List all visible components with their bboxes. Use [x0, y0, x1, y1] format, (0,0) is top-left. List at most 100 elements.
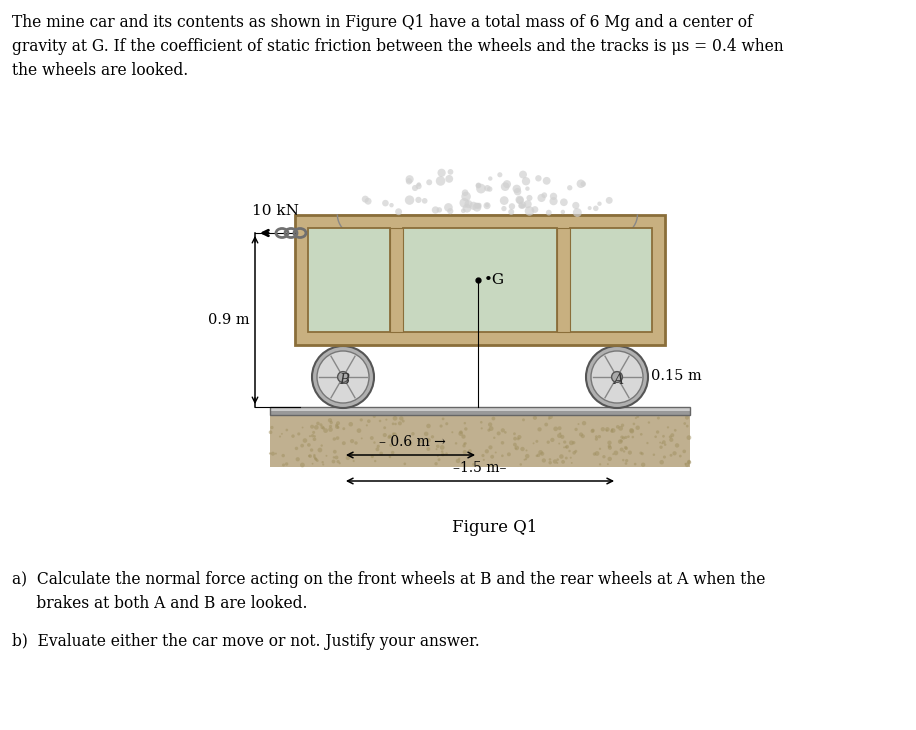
Circle shape	[574, 450, 577, 453]
Circle shape	[383, 433, 387, 437]
Circle shape	[463, 450, 467, 454]
Circle shape	[322, 426, 325, 430]
Circle shape	[516, 196, 524, 204]
Circle shape	[322, 464, 324, 466]
Circle shape	[593, 453, 596, 456]
Circle shape	[458, 458, 461, 460]
Circle shape	[535, 440, 539, 443]
Circle shape	[474, 203, 480, 209]
Circle shape	[373, 442, 376, 444]
Circle shape	[572, 441, 575, 445]
Circle shape	[559, 454, 563, 458]
Circle shape	[568, 450, 571, 453]
Circle shape	[601, 427, 605, 431]
Circle shape	[662, 435, 665, 438]
Circle shape	[567, 185, 572, 191]
Circle shape	[624, 436, 627, 439]
Circle shape	[607, 440, 612, 445]
Circle shape	[501, 206, 507, 211]
Circle shape	[577, 423, 580, 425]
Ellipse shape	[312, 346, 374, 408]
Circle shape	[685, 415, 689, 420]
Circle shape	[625, 462, 627, 465]
Circle shape	[672, 451, 677, 456]
Circle shape	[686, 435, 692, 440]
Circle shape	[501, 441, 505, 445]
Circle shape	[415, 197, 421, 203]
Circle shape	[403, 463, 406, 465]
Circle shape	[442, 418, 444, 420]
Circle shape	[475, 182, 481, 188]
Circle shape	[490, 463, 493, 466]
Circle shape	[336, 421, 340, 425]
Circle shape	[599, 447, 601, 450]
Circle shape	[629, 428, 634, 433]
Circle shape	[537, 453, 540, 457]
Circle shape	[525, 454, 529, 458]
Circle shape	[565, 456, 568, 459]
Bar	[270, 415, 690, 467]
Bar	[403, 228, 557, 332]
Circle shape	[475, 204, 481, 210]
Circle shape	[513, 442, 517, 447]
Circle shape	[490, 455, 494, 458]
Circle shape	[434, 462, 438, 466]
Circle shape	[551, 438, 554, 442]
Bar	[308, 228, 390, 332]
Circle shape	[563, 446, 565, 448]
Circle shape	[335, 423, 338, 427]
Circle shape	[462, 192, 471, 201]
Circle shape	[307, 443, 311, 447]
Circle shape	[536, 455, 538, 457]
Circle shape	[520, 447, 525, 451]
Circle shape	[463, 204, 472, 212]
Circle shape	[445, 453, 448, 455]
Circle shape	[492, 417, 496, 420]
Circle shape	[654, 435, 657, 438]
Text: •G: •G	[484, 273, 505, 287]
Circle shape	[581, 434, 584, 438]
Circle shape	[435, 448, 438, 450]
Circle shape	[436, 445, 440, 448]
Circle shape	[607, 445, 611, 448]
Circle shape	[565, 445, 569, 449]
Bar	[270, 407, 690, 410]
Circle shape	[508, 209, 514, 215]
Circle shape	[572, 202, 580, 209]
Circle shape	[382, 200, 388, 207]
Circle shape	[605, 427, 610, 431]
Circle shape	[531, 206, 539, 213]
Circle shape	[328, 427, 333, 432]
Circle shape	[549, 458, 551, 461]
Text: b)  Evaluate either the car move or not. Justify your answer.: b) Evaluate either the car move or not. …	[12, 633, 480, 650]
Circle shape	[431, 207, 439, 214]
Circle shape	[660, 460, 664, 464]
Circle shape	[406, 178, 412, 185]
Circle shape	[607, 457, 612, 461]
Circle shape	[387, 436, 391, 439]
Circle shape	[311, 463, 313, 465]
Circle shape	[314, 425, 319, 430]
Circle shape	[594, 435, 598, 438]
Circle shape	[687, 460, 691, 464]
Circle shape	[379, 420, 381, 422]
Circle shape	[639, 452, 642, 455]
Circle shape	[296, 457, 300, 461]
Circle shape	[664, 443, 667, 446]
Circle shape	[356, 429, 361, 433]
Circle shape	[518, 201, 526, 209]
Circle shape	[618, 439, 623, 444]
Circle shape	[313, 454, 316, 456]
Circle shape	[488, 177, 493, 181]
Circle shape	[323, 429, 328, 433]
Circle shape	[549, 415, 553, 419]
Circle shape	[308, 455, 311, 457]
Circle shape	[594, 451, 599, 456]
Circle shape	[674, 429, 677, 431]
Circle shape	[316, 422, 320, 426]
Bar	[570, 228, 652, 332]
Circle shape	[532, 442, 535, 445]
Circle shape	[525, 186, 529, 191]
Circle shape	[621, 423, 624, 427]
Circle shape	[619, 439, 623, 442]
